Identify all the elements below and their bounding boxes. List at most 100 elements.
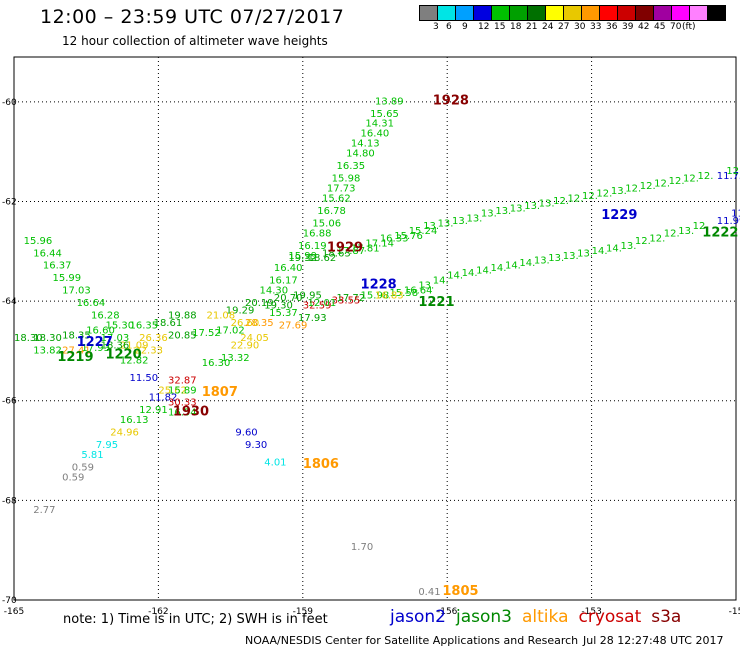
data-point-label: 14.80 [346, 149, 375, 160]
data-point-label: 13. [438, 218, 454, 229]
data-point-label: 11.99 [717, 216, 740, 227]
data-point-label: 7.95 [96, 440, 118, 451]
data-point-label: 15.99 [53, 273, 82, 284]
legend-jason2: jason2 [390, 607, 446, 627]
data-point-label: 14. [433, 276, 449, 287]
colorbar-label: 21 [526, 22, 538, 32]
data-point-label: 13. [577, 248, 593, 259]
data-point-label: 18.35 [62, 330, 91, 341]
data-point-label: 15.98 [332, 174, 361, 185]
data-point-label: 0.59 [72, 462, 94, 473]
data-point-label: 16.17 [269, 276, 298, 287]
satellite-legend: jason2 jason3 altika cryosat s3a [390, 607, 691, 627]
data-point-label: 15.89 [168, 385, 197, 396]
data-point-label: 16.83 [375, 291, 404, 302]
data-point-label: 13. [611, 186, 627, 197]
data-point-label: 16.28 [91, 311, 120, 322]
pass-time-label: 1806 [303, 457, 339, 472]
x-tick-label: -153 [581, 607, 601, 617]
data-point-label: 14. [491, 263, 507, 274]
data-point-label: 27.41 [62, 345, 91, 356]
data-point-label: 16.13 [120, 415, 149, 426]
data-point-label: 17.52 [192, 328, 221, 339]
colorbar-label: 45 [654, 22, 666, 32]
pass-time-label: 1220 [105, 347, 141, 362]
data-point-label: 13. [423, 221, 439, 232]
data-point-label: 21.08 [207, 311, 236, 322]
data-point-label: 19.32 [288, 253, 317, 264]
data-point-label: 16.78 [317, 206, 346, 217]
data-point-label: 17.81 [351, 243, 380, 254]
data-point-label: 16.33 [380, 233, 409, 244]
chart-title: 12:00 – 23:59 UTC 07/27/2017 [40, 6, 345, 28]
y-tick-label: -70 [2, 596, 17, 606]
colorbar-labels: 3 6 9 12 15 18 21 24 27 30 33 36 39 42 45 70 (ft) [420, 22, 740, 34]
data-point-label: 15.30 [105, 321, 134, 332]
data-point-label: 16.37 [43, 261, 72, 272]
colorbar-label: 36 [606, 22, 618, 32]
data-point-label: 16.19 [298, 241, 327, 252]
colorbar-label: 18 [510, 22, 522, 32]
data-point-label: 18.30 [14, 333, 43, 344]
pass-time-label: 1229 [601, 208, 637, 223]
pass-time-label: 1222 [702, 225, 738, 240]
data-point-label: 24.96 [110, 428, 139, 439]
data-point-label: 12. [625, 184, 641, 195]
data-point-label: 14. [505, 261, 521, 272]
data-point-label: 12. [635, 236, 651, 247]
data-point-label: 13. [418, 281, 434, 292]
data-point-label: 9.60 [235, 428, 257, 439]
data-point-label: 12. [582, 191, 598, 202]
data-point-label: 12. [693, 221, 709, 232]
data-point-label: 16.30 [202, 358, 231, 369]
colorbar-label: 12 [478, 22, 490, 32]
y-tick-label: -68 [2, 496, 17, 506]
data-point-label: 19.95 [293, 291, 322, 302]
data-point-label: 13. [510, 203, 526, 214]
data-point-label: 14. [606, 243, 622, 254]
data-point-label: 18.63 [322, 248, 351, 259]
plot-frame [13, 56, 737, 601]
data-point-label: 17.73 [327, 184, 356, 195]
data-point-label: 32.87 [168, 375, 197, 386]
colorbar-swatch [707, 5, 726, 21]
y-tick-label: -62 [2, 197, 17, 207]
legend-cryosat: cryosat [578, 607, 642, 627]
data-point-label: 16.64 [404, 286, 433, 297]
data-point-label: 17.72 [336, 293, 365, 304]
colorbar-label: 70 [670, 22, 682, 32]
data-point-label: 5.81 [81, 450, 103, 461]
y-tick-label: -64 [2, 297, 17, 307]
data-point-label: 13. [548, 253, 564, 264]
data-point-label: 25.62 [158, 385, 187, 396]
data-point-label: 0.59 [62, 472, 84, 483]
data-point-label: 12.91 [139, 405, 168, 416]
data-point-label: 13.89 [375, 96, 404, 107]
data-point-label: 16.40 [274, 263, 303, 274]
x-tick-label: -156 [437, 607, 458, 617]
data-point-label: 13. [563, 251, 579, 262]
pass-time-label: 1221 [418, 295, 454, 310]
data-point-label: 19.88 [168, 311, 197, 322]
data-point-label: 14.13 [351, 139, 380, 150]
data-point-label: 12. [553, 196, 569, 207]
data-point-label: 13. [524, 201, 540, 212]
timestamp: Jul 28 12:27:48 UTC 2017 [583, 634, 724, 647]
data-point-label: 15.06 [312, 218, 341, 229]
data-point-label: 16.44 [33, 248, 62, 259]
data-point-label: 14.31 [365, 119, 394, 130]
data-point-label: 12. [649, 233, 665, 244]
x-tick-label: -15 [729, 607, 740, 617]
data-point-label: 0.41 [418, 587, 440, 598]
data-point-label: 14. [462, 268, 478, 279]
y-tick-label: -60 [2, 98, 17, 108]
data-point-label: 16.60 [86, 325, 115, 336]
data-point-label: 28.35 [245, 318, 274, 329]
data-point-label: 2.77 [33, 505, 55, 516]
pass-time-label: 1807 [202, 385, 238, 400]
data-point-label: 12. [683, 174, 699, 185]
data-point-label: 18.36 [101, 340, 130, 351]
pass-time-label: 1219 [57, 350, 93, 365]
data-point-label: 16.88 [303, 228, 332, 239]
